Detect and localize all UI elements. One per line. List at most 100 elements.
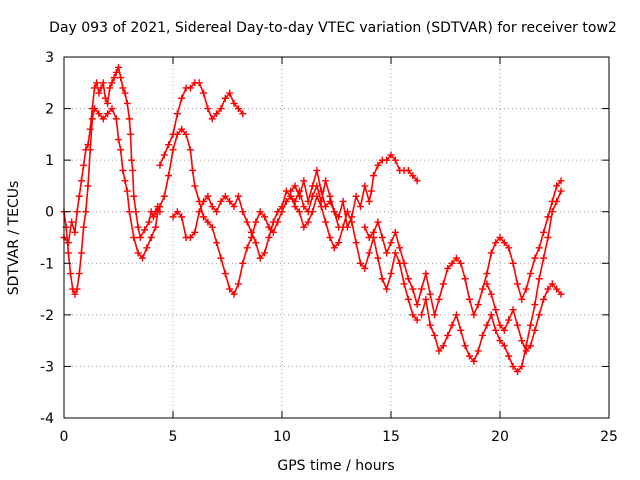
data-point [186,234,194,241]
data-point [134,249,142,257]
data-point [128,156,136,164]
data-point [95,89,103,97]
series-trace [364,180,562,316]
data-point [191,228,199,236]
data-point [77,249,85,257]
data-point [383,156,391,164]
data-point [88,115,96,123]
data-point [226,197,234,205]
data-point [208,223,216,231]
data-point [182,130,190,138]
data-point [67,270,75,278]
data-point [435,295,443,303]
data-point [448,259,456,267]
data-point [195,208,203,216]
data-point [540,254,548,262]
data-point [125,208,133,216]
data-point [426,290,434,298]
data-point [169,146,177,154]
data-point [387,239,395,247]
data-point [370,172,378,180]
y-tick-label: -4 [40,411,54,427]
data-point [112,68,120,76]
series-trace [172,190,418,321]
data-point [509,306,517,314]
data-point [80,223,88,231]
data-point [492,326,500,334]
data-point [400,280,408,288]
data-point [439,280,447,288]
axis-ticks: 0 5 10 15 20 25 -4 -3 -2 -1 0 1 2 3 [40,50,618,445]
chart-title: Day 093 of 2021, Sidereal Day-to-day VTE… [49,20,617,36]
data-point [300,177,308,185]
data-point [265,234,273,241]
data-point [82,208,90,216]
data-point [500,326,508,334]
data-point [383,249,391,257]
data-point [200,213,208,221]
data-point [143,244,151,252]
data-point [457,259,465,267]
data-point [439,342,447,350]
data-point [348,213,356,221]
data-point [304,197,312,205]
data-point [365,234,373,241]
data-point [269,218,277,226]
data-point [108,79,116,87]
data-point [304,218,312,226]
data-point [553,285,561,293]
data-point [361,264,369,272]
data-point [156,203,164,211]
data-point [278,203,286,211]
data-point [500,342,508,350]
x-tick-label: 10 [273,429,291,445]
data-point [352,239,360,247]
data-point [73,285,81,293]
data-point [544,234,552,241]
data-point [123,187,131,195]
data-point [374,218,382,226]
data-point [239,110,247,118]
data-point [91,84,99,92]
data-point [104,110,112,118]
data-point [418,285,426,293]
data-point [169,213,177,221]
data-point [531,254,539,262]
data-point [387,151,395,159]
data-point [130,234,138,241]
data-point [522,347,530,355]
data-point [117,146,125,154]
data-point [160,192,168,200]
data-point [123,99,131,107]
data-point [509,259,517,267]
data-point [544,285,552,293]
data-point [300,203,308,211]
data-point [99,115,107,123]
data-point [487,290,495,298]
data-point [431,311,439,319]
data-point [213,208,221,216]
data-point [189,166,197,174]
data-point [422,295,430,303]
data-point [409,311,417,319]
data-point [230,203,238,211]
data-point [173,110,181,118]
data-point [221,94,229,102]
data-point [461,275,469,283]
data-point [404,166,412,174]
data-point [101,94,109,102]
data-point [544,213,552,221]
series-s6 [361,177,565,319]
data-point [217,254,225,262]
data-point [234,192,242,200]
data-point [553,197,561,205]
y-tick-label: 1 [45,153,54,169]
series-s3 [156,79,247,169]
data-point [221,270,229,278]
series-trace [159,82,244,166]
data-point [239,259,247,267]
data-point [409,285,417,293]
y-axis-title: SDTVAR / TECUs [6,181,22,296]
data-point [391,156,399,164]
data-point [513,321,521,329]
